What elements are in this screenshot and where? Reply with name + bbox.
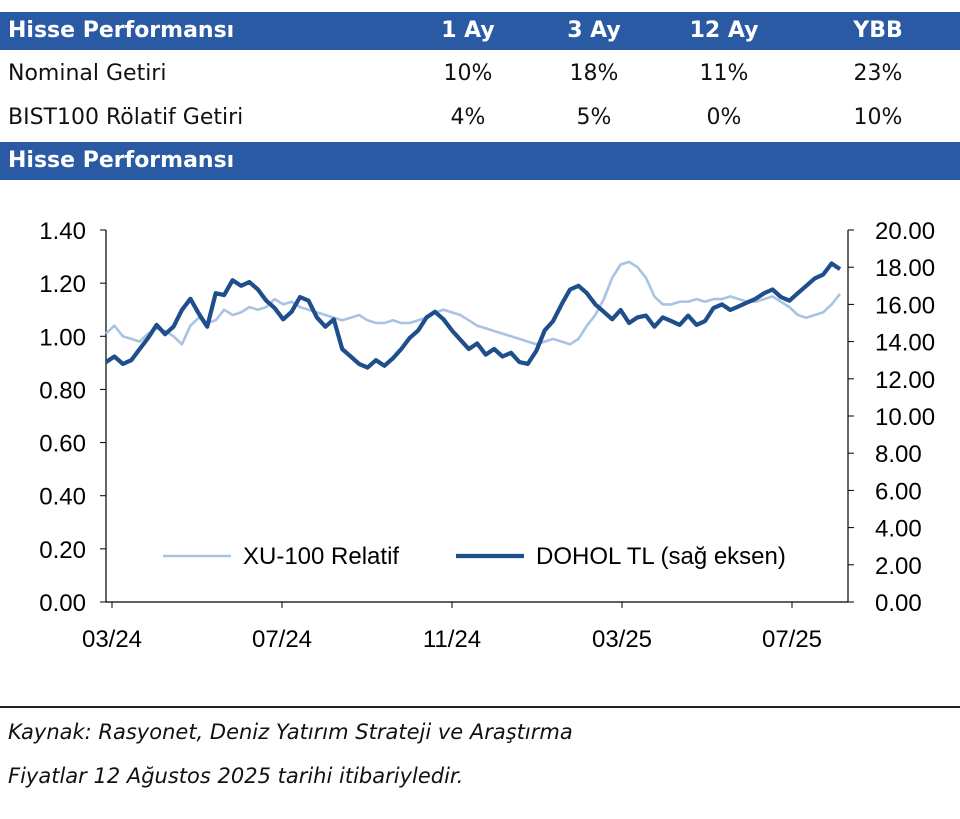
row-label: Nominal Getiri [8,61,167,86]
x-axis-tick-label: 11/24 [423,626,481,653]
col-header-ytd: YBB [853,18,903,43]
col-header-3-month: 3 Ay [567,18,621,43]
right-axis-tick-label: 20.00 [875,218,935,245]
left-axis-tick-label: 0.40 [39,484,86,511]
left-axis-tick-label: 0.80 [39,377,86,404]
table-cell: 0% [706,105,742,130]
table-title: Hisse Performansı [8,18,235,43]
series-line-xu100-relative [105,260,842,346]
right-axis-tick-label: 12.00 [875,367,935,394]
performance-chart: 0.00 0.20 0.40 0.60 0.80 1.00 1.20 1.40 0.00 2.00… [39,218,935,653]
table-cell: 4% [450,105,486,130]
x-axis-tick-label: 03/24 [82,626,142,653]
left-axis-tick-label: 1.20 [39,271,86,298]
left-axis-tick-label: 0.60 [39,431,86,458]
right-axis-tick-label: 16.00 [875,292,935,319]
series-line-dohol-tl [104,261,842,370]
table-cell: 10% [443,61,493,86]
right-axis-tick-label: 4.00 [875,516,922,543]
left-axis-tick-label: 1.00 [39,324,86,351]
row-label: BIST100 Rölatif Getiri [8,105,244,130]
table-header: Hisse Performansı 1 Ay 3 Ay 12 Ay YBB [0,12,960,50]
footer-divider [0,706,960,708]
table-cell: 10% [853,105,903,130]
right-axis-tick-label: 2.00 [875,553,922,580]
left-axis-tick-label: 0.00 [39,590,86,617]
table-cell: 5% [576,105,612,130]
x-axis-tick-label: 07/24 [252,626,312,653]
col-header-12-month: 12 Ay [689,18,759,43]
left-axis-tick-label: 0.20 [39,537,86,564]
right-axis-tick-label: 18.00 [875,255,935,282]
legend-label-dohol-tl: DOHOL TL (sağ eksen) [536,543,786,570]
right-axis-tick-label: 10.00 [875,404,935,431]
table-row: BIST100 Rölatif Getiri 4% 5% 0% 10% [0,96,960,140]
right-axis-tick-label: 14.00 [875,330,935,357]
table-cell: 11% [699,61,749,86]
x-axis-tick-label: 03/25 [592,626,652,653]
x-axis-tick-label: 07/25 [762,626,822,653]
right-axis-tick-label: 6.00 [875,478,922,505]
table-row: Nominal Getiri 10% 18% 11% 23% [0,52,960,96]
left-axis-tick-label: 1.40 [39,218,86,245]
source-note: Kaynak: Rasyonet, Deniz Yatırım Strateji… [8,720,573,744]
date-note: Fiyatlar 12 Ağustos 2025 tarihi itibariy… [8,764,464,788]
chart-section-title: Hisse Performansı [8,148,235,173]
right-axis-tick-label: 8.00 [875,441,922,468]
table-cell: 18% [569,61,619,86]
right-axis-tick-label: 0.00 [875,590,922,617]
table-cell: 23% [853,61,903,86]
legend-label-xu100-relative: XU-100 Relatif [243,543,399,570]
col-header-1-month: 1 Ay [441,18,495,43]
chart-section-header: Hisse Performansı [0,142,960,180]
